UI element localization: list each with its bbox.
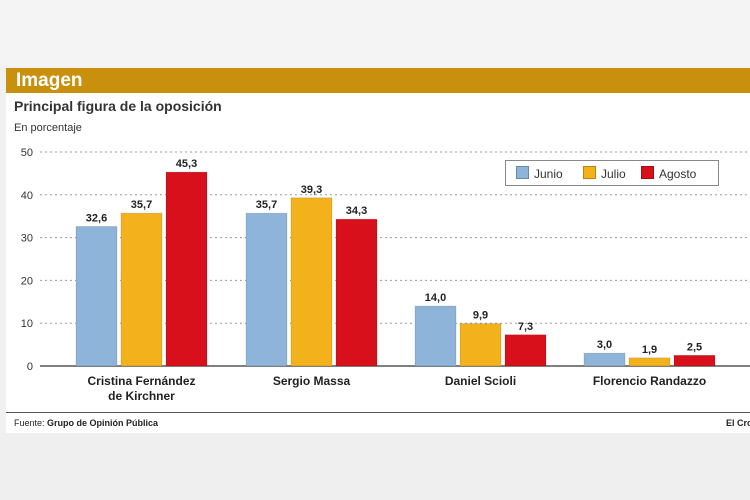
legend-label-junio: Junio [534, 167, 563, 181]
bar [673, 354, 716, 367]
data-label: 9,9 [473, 310, 488, 322]
section-title: Imagen [16, 70, 83, 91]
legend-item-junio: Junio [516, 166, 563, 181]
legend-item-agosto: Agosto [641, 166, 696, 181]
legend-item-julio: Julio [583, 166, 626, 181]
x-tick-label: Cristina Fernández [87, 374, 195, 388]
data-label: 35,7 [131, 199, 152, 211]
legend-swatch-julio [583, 166, 596, 179]
data-label: 34,3 [346, 205, 367, 217]
legend-label-julio: Julio [601, 167, 626, 181]
y-tick-label: 40 [21, 190, 33, 202]
data-label: 3,0 [597, 339, 612, 351]
y-axis-unit-label: En porcentaje [14, 122, 82, 134]
bar [290, 197, 333, 367]
bar [628, 357, 671, 367]
bar [335, 218, 378, 367]
y-tick-label: 20 [21, 275, 33, 287]
y-tick-label: 30 [21, 233, 33, 245]
data-label: 14,0 [425, 292, 446, 304]
x-tick-label: de Kirchner [108, 389, 175, 403]
source-note: Fuente: Grupo de Opinión Pública [14, 418, 158, 428]
chart-title: Principal figura de la oposición [14, 98, 222, 114]
bar [414, 305, 457, 367]
source-label: Fuente: [14, 418, 45, 428]
bar [583, 352, 626, 367]
bar [165, 171, 208, 367]
data-label: 7,3 [518, 321, 533, 333]
header-bar: Imagen [6, 68, 750, 93]
top-background [0, 0, 750, 66]
bar [120, 212, 163, 367]
x-tick-label: Sergio Massa [273, 374, 351, 388]
footer-divider [6, 412, 750, 413]
publication-credit: El Cro [726, 418, 750, 428]
bar [75, 226, 118, 367]
y-tick-label: 0 [27, 361, 33, 373]
data-label: 39,3 [301, 184, 322, 196]
source-name: Grupo de Opinión Pública [47, 418, 159, 428]
x-tick-label: Florencio Randazzo [593, 374, 706, 388]
bar [504, 334, 547, 367]
data-label: 1,9 [642, 344, 657, 356]
y-tick-label: 50 [21, 147, 33, 159]
legend-swatch-agosto [641, 166, 654, 179]
data-label: 2,5 [687, 341, 702, 353]
legend-swatch-junio [516, 166, 529, 179]
data-label: 35,7 [256, 199, 277, 211]
y-tick-label: 10 [21, 318, 33, 330]
bar [459, 323, 502, 367]
bar [245, 212, 288, 367]
legend: Junio Julio Agosto [505, 160, 719, 186]
x-tick-label: Daniel Scioli [445, 374, 516, 388]
data-label: 45,3 [176, 158, 197, 170]
bottom-background [0, 433, 750, 500]
data-label: 32,6 [86, 212, 107, 224]
legend-label-agosto: Agosto [659, 167, 697, 181]
